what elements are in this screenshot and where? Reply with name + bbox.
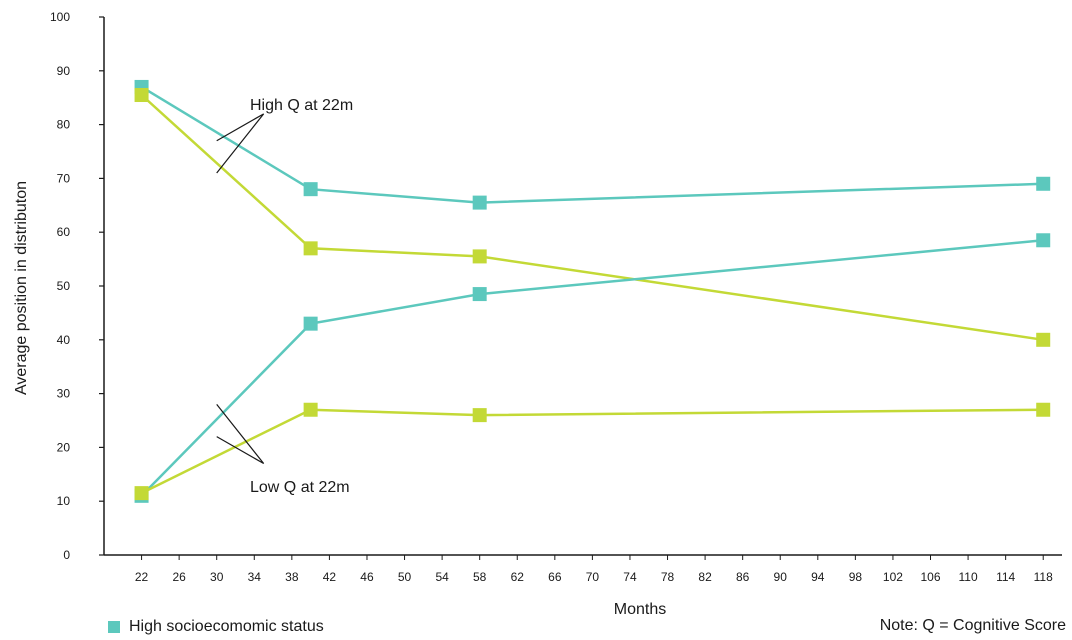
x-tick-label: 22 (135, 570, 149, 584)
x-axis-title: Months (614, 601, 666, 618)
x-tick-label: 82 (698, 570, 712, 584)
data-point (303, 182, 318, 197)
x-tick-label: 70 (586, 570, 600, 584)
x-tick-label: 78 (661, 570, 675, 584)
y-tick-label: 80 (57, 118, 71, 132)
y-tick-label: 90 (57, 64, 71, 78)
x-tick-label: 42 (323, 570, 337, 584)
series-line-3 (141, 408, 1044, 495)
x-tick-label: 94 (811, 570, 825, 584)
series-line-2 (140, 239, 1044, 497)
data-point (134, 486, 149, 501)
x-tick-label: 74 (623, 570, 637, 584)
data-point (303, 402, 318, 417)
x-tick-label: 50 (398, 570, 412, 584)
x-tick-label: 98 (849, 570, 863, 584)
legend-swatch-teal (108, 621, 120, 633)
data-point (1036, 233, 1051, 248)
y-tick-label: 70 (57, 171, 71, 185)
x-tick-label: 106 (920, 570, 940, 584)
annotation-low-q-arrow (216, 403, 265, 465)
x-tick-label: 118 (1034, 570, 1053, 584)
data-point (303, 241, 318, 256)
data-point (472, 195, 487, 210)
data-point (1036, 402, 1051, 417)
legend-label: High socioecomomic status (129, 618, 324, 635)
annotation-high-q: High Q at 22m (250, 97, 353, 114)
data-point (472, 408, 487, 423)
annotations: High Q at 22m Low Q at 22m (216, 97, 353, 496)
x-tick-label: 30 (210, 570, 224, 584)
note: Note: Q = Cognitive Score (879, 617, 1066, 634)
x-tick-label: 102 (883, 570, 903, 584)
series-line-1 (140, 94, 1044, 342)
x-tick-label: 86 (736, 570, 750, 584)
x-tick-label: 54 (435, 570, 449, 584)
y-tick-label: 20 (57, 440, 71, 454)
series-line-0 (140, 85, 1044, 204)
tick-labels: 0 10 20 30 40 50 60 70 80 90 100 22 26 30 34 38 42 46 50 54… (50, 10, 1053, 584)
data-point (472, 287, 487, 302)
y-tick-label: 60 (57, 225, 71, 239)
data-point (472, 249, 487, 264)
annotation-high-q-arrow (216, 113, 265, 174)
y-tick-label: 30 (57, 387, 71, 401)
x-tick-label: 38 (285, 570, 299, 584)
x-tick-label: 90 (774, 570, 788, 584)
y-tick-label: 0 (63, 548, 70, 562)
data-point (134, 88, 149, 103)
annotation-low-q: Low Q at 22m (250, 479, 350, 496)
x-tick-label: 58 (473, 570, 487, 584)
data-point (1036, 176, 1051, 191)
data-point (303, 316, 318, 331)
x-tick-label: 34 (248, 570, 262, 584)
x-tick-label: 66 (548, 570, 562, 584)
x-tick-label: 26 (172, 570, 186, 584)
data-point (1036, 332, 1051, 347)
y-tick-label: 50 (57, 279, 71, 293)
y-tick-label: 100 (50, 10, 70, 24)
y-tick-label: 10 (57, 494, 71, 508)
axes (99, 16, 1062, 560)
x-tick-label: 46 (360, 570, 374, 584)
legend: High socioecomomic status (108, 618, 324, 636)
x-tick-label: 110 (959, 570, 978, 584)
x-tick-label: 62 (511, 570, 525, 584)
y-axis-title: Average position in distributon (13, 181, 30, 395)
series (134, 79, 1051, 503)
x-tick-label: 114 (996, 570, 1015, 584)
y-tick-label: 40 (57, 333, 71, 347)
